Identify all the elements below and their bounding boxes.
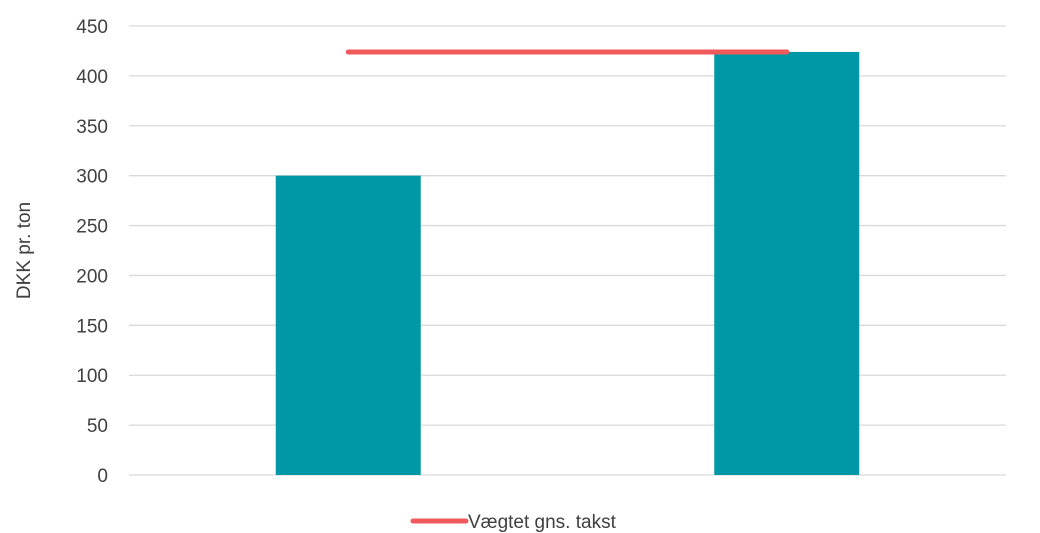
- y-axis-title: DKK pr. ton: [14, 202, 35, 299]
- y-tick-label-450: 450: [76, 17, 108, 38]
- y-tick-label-150: 150: [76, 316, 108, 337]
- y-tick-label-400: 400: [76, 67, 108, 88]
- y-tick-label-300: 300: [76, 167, 108, 188]
- y-tick-label-50: 50: [87, 416, 108, 437]
- y-tick-label-0: 0: [97, 466, 108, 487]
- y-tick-label-200: 200: [76, 266, 108, 287]
- gridlines: [129, 25, 1006, 476]
- y-tick-label-250: 250: [76, 217, 108, 238]
- y-tick-label-350: 350: [76, 117, 108, 138]
- legend-label: Vægtet gns. takst: [468, 512, 617, 533]
- y-axis-ticks: 0 50 100 150 200 250 300 350 400 450: [76, 17, 108, 487]
- bar-2: [714, 51, 860, 475]
- bar-1: [275, 175, 421, 475]
- bars: [275, 51, 860, 475]
- y-tick-label-100: 100: [76, 366, 108, 387]
- legend: Vægtet gns. takst: [410, 512, 617, 533]
